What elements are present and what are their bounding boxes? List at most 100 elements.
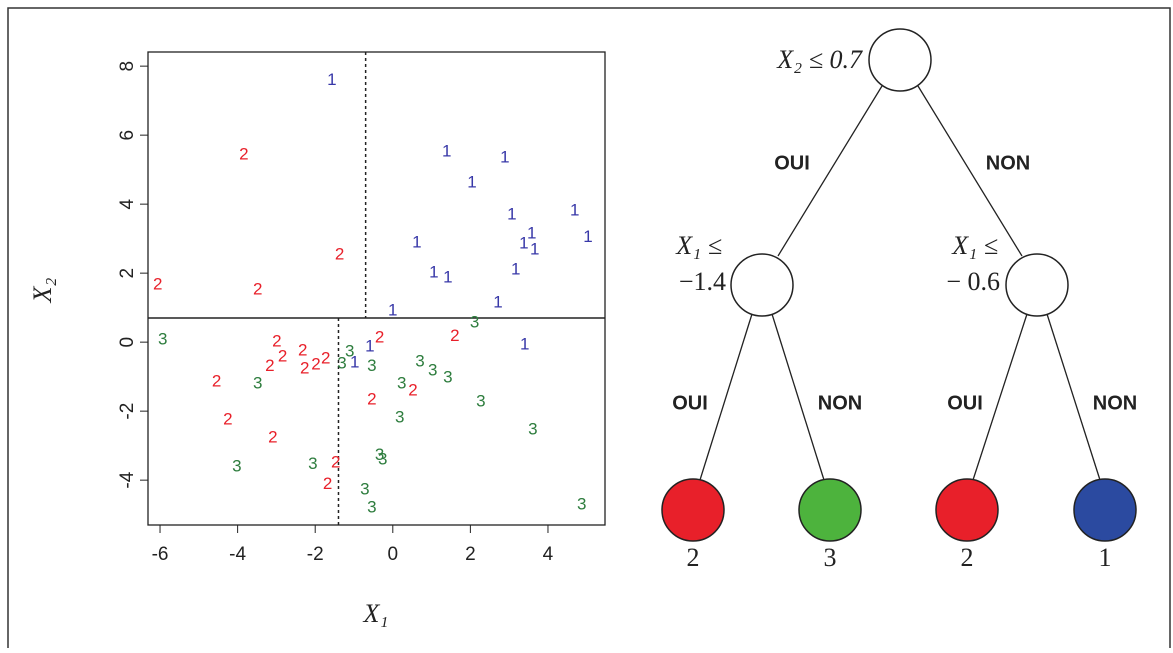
point: 1 — [527, 224, 536, 243]
point: 3 — [337, 354, 346, 373]
point: 2 — [408, 381, 417, 400]
branch — [699, 313, 753, 481]
y-tick-label: -4 — [117, 471, 138, 488]
node-label: −1.4 — [679, 267, 726, 296]
node-label: X₁ ≤ — [951, 231, 998, 260]
point: 3 — [375, 445, 384, 464]
point: 3 — [443, 368, 452, 387]
point: 3 — [158, 330, 167, 349]
point: 2 — [331, 453, 340, 472]
point: 2 — [212, 372, 221, 391]
edge-label: OUI — [672, 392, 708, 414]
branch — [771, 313, 825, 481]
point: 2 — [300, 359, 309, 378]
point: 3 — [470, 313, 479, 332]
node-label: X₂ ≤ 0.7 — [776, 45, 863, 74]
point: 1 — [519, 234, 528, 253]
point: 1 — [511, 260, 520, 279]
split-node — [730, 253, 794, 317]
point: 3 — [397, 374, 406, 393]
node-label: X₁ ≤ — [675, 231, 722, 260]
point: 3 — [345, 342, 354, 361]
branch — [777, 85, 883, 257]
point: 3 — [360, 480, 369, 499]
y-tick-label: -2 — [117, 403, 138, 420]
point: 3 — [367, 498, 376, 517]
leaf-label: 3 — [824, 543, 837, 572]
point: 1 — [429, 263, 438, 282]
branch — [972, 313, 1028, 481]
edge-label: NON — [986, 152, 1030, 174]
leaf-node — [935, 478, 999, 542]
point: 3 — [378, 450, 387, 469]
point: 2 — [278, 346, 287, 365]
leaf-node — [661, 478, 725, 542]
edge-label: OUI — [947, 392, 983, 414]
leaf-node — [1073, 478, 1137, 542]
point: 2 — [153, 275, 162, 294]
x-axis-title: X₁ — [363, 599, 389, 628]
point: 2 — [321, 349, 330, 368]
point: 3 — [577, 494, 586, 513]
point: 2 — [335, 245, 344, 264]
point: 3 — [253, 374, 262, 393]
point: 1 — [500, 148, 509, 167]
point: 1 — [412, 233, 421, 252]
point: 1 — [350, 353, 359, 372]
x-tick-label: -4 — [229, 544, 246, 565]
y-tick-label: 4 — [117, 198, 138, 209]
frame — [7, 7, 1171, 653]
point: 1 — [365, 336, 374, 355]
split-node — [1005, 253, 1069, 317]
point: 1 — [443, 267, 452, 286]
point: 3 — [367, 356, 376, 375]
point: 2 — [265, 356, 274, 375]
point: 1 — [583, 227, 592, 246]
point: 2 — [323, 474, 332, 493]
point: 2 — [268, 428, 277, 447]
point: 2 — [272, 332, 281, 351]
point: 3 — [476, 392, 485, 411]
node-label: − 0.6 — [946, 267, 1000, 296]
point: 1 — [493, 293, 502, 312]
point: 2 — [253, 280, 262, 299]
point: 3 — [428, 361, 437, 380]
point: 1 — [442, 142, 451, 161]
point: 1 — [530, 240, 539, 259]
point: 3 — [395, 408, 404, 427]
point: 2 — [298, 341, 307, 360]
y-axis-title: X₂ — [28, 278, 57, 304]
point: 1 — [467, 173, 476, 192]
point: 3 — [232, 457, 241, 476]
point: 2 — [223, 410, 232, 429]
root-node — [868, 28, 932, 92]
edge-label: NON — [818, 392, 862, 414]
y-tick-label: 2 — [117, 268, 138, 279]
point: 2 — [239, 145, 248, 164]
leaf-label: 2 — [687, 543, 700, 572]
y-tick-label: 0 — [117, 337, 138, 348]
x-tick-label: 2 — [465, 544, 476, 565]
decision-tree: X₂ ≤ 0.7 X₁ ≤ −1.4 X₁ ≤ − 0.6 OUI NON 2 O… — [661, 28, 1137, 572]
point: 1 — [388, 301, 397, 320]
point: 2 — [367, 390, 376, 409]
point: 1 — [327, 70, 336, 89]
point: 3 — [308, 454, 317, 473]
branch — [1046, 313, 1101, 481]
x-tick-label: 0 — [388, 544, 399, 565]
point: 2 — [375, 327, 384, 346]
point: 1 — [570, 201, 579, 220]
edge-label: NON — [1093, 392, 1137, 414]
branch — [917, 85, 1023, 257]
point: 3 — [528, 420, 537, 439]
point: 2 — [450, 326, 459, 345]
plot-frame — [147, 51, 606, 526]
point: 2 — [311, 355, 320, 374]
point: 3 — [415, 352, 424, 371]
leaf-node — [798, 478, 862, 542]
x-tick-label: -2 — [307, 544, 324, 565]
y-tick-label: 8 — [117, 61, 138, 72]
edge-label: OUI — [774, 152, 810, 174]
x-tick-label: -6 — [152, 544, 169, 565]
